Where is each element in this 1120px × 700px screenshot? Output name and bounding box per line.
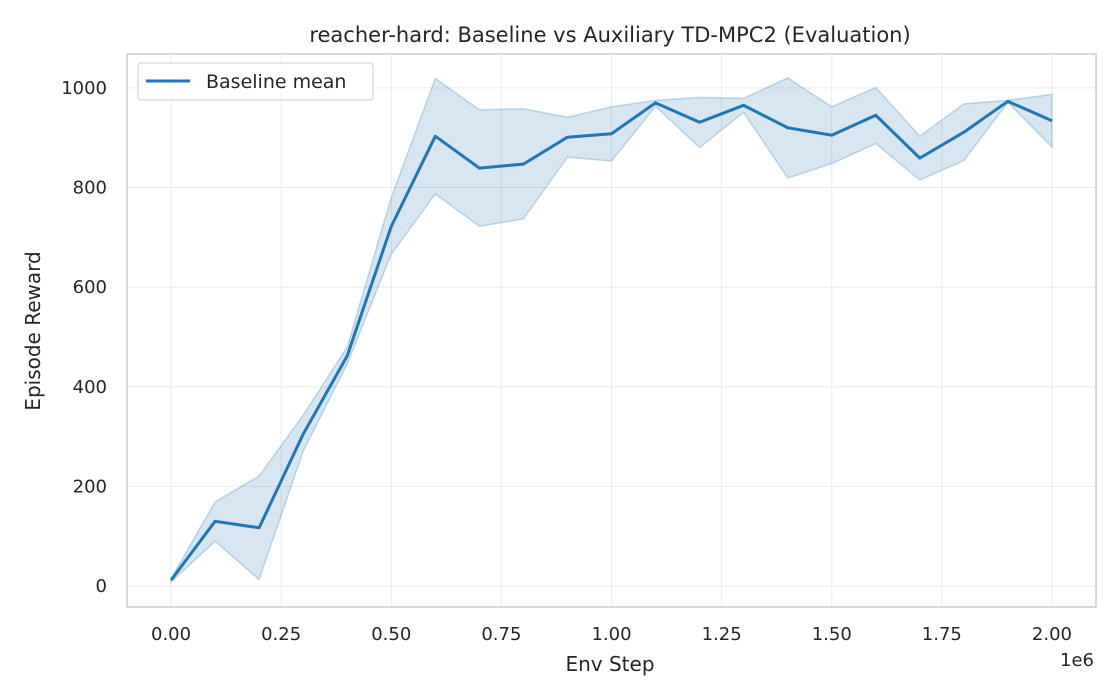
y-tick-label: 1000 bbox=[61, 78, 107, 99]
y-tick-label: 800 bbox=[73, 178, 107, 199]
x-tick-label: 1.50 bbox=[812, 624, 852, 645]
x-tick-label: 1.25 bbox=[702, 624, 742, 645]
chart-title: reacher-hard: Baseline vs Auxiliary TD-M… bbox=[309, 23, 910, 47]
x-tick-label: 2.00 bbox=[1032, 624, 1072, 645]
y-axis-label: Episode Reward bbox=[21, 251, 45, 410]
grid-lines bbox=[127, 54, 1096, 607]
x-tick-label: 0.50 bbox=[371, 624, 411, 645]
series-lines bbox=[169, 99, 1053, 581]
legend: Baseline mean bbox=[137, 62, 374, 101]
y-tick-label: 600 bbox=[73, 277, 107, 298]
x-tick-label: 0.75 bbox=[481, 624, 521, 645]
x-axis-ticks: 0.00 0.25 0.50 0.75 1.00 1.25 1.50 1.75 2.00 bbox=[151, 624, 1072, 645]
y-tick-label: 200 bbox=[73, 476, 107, 497]
x-axis-label: Env Step bbox=[565, 652, 654, 676]
legend-box bbox=[137, 62, 374, 101]
series-line bbox=[169, 99, 1053, 581]
y-tick-label: 0 bbox=[96, 576, 107, 597]
x-tick-label: 0.25 bbox=[261, 624, 301, 645]
x-tick-label: 1.00 bbox=[591, 624, 631, 645]
confidence-band bbox=[170, 77, 1053, 584]
series-band bbox=[170, 77, 1053, 584]
y-tick-label: 400 bbox=[73, 377, 107, 398]
x-axis-offset-label: 1e6 bbox=[1060, 650, 1094, 671]
legend-label: Baseline mean bbox=[206, 71, 346, 93]
x-tick-label: 1.75 bbox=[922, 624, 962, 645]
plot-frame bbox=[126, 53, 1097, 608]
y-axis-ticks: 0 200 400 600 800 1000 bbox=[61, 78, 107, 597]
x-tick-label: 0.00 bbox=[151, 624, 191, 645]
